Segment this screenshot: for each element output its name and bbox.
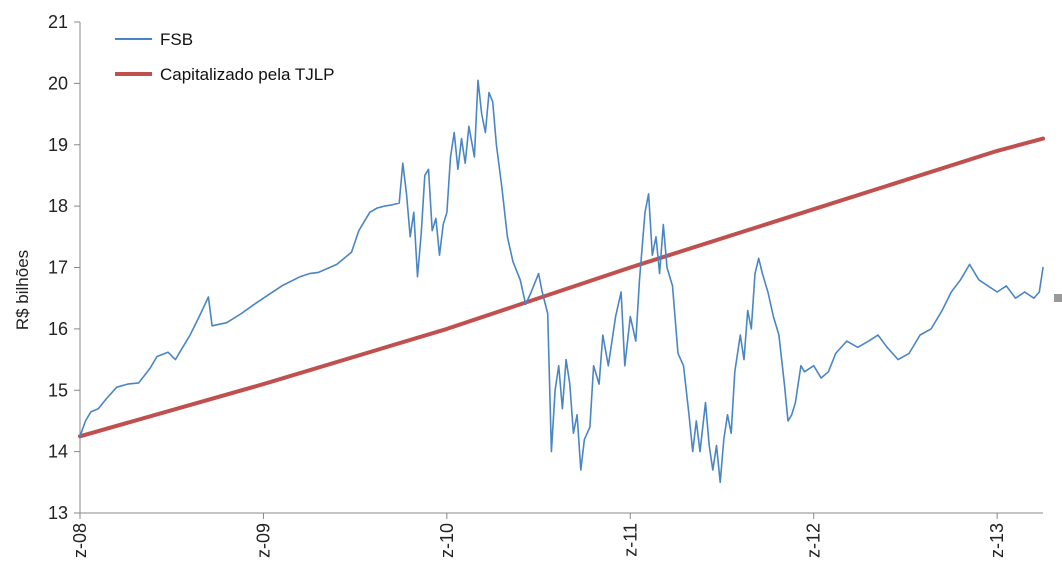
edge-marker: [1054, 294, 1062, 302]
y-tick-label: 20: [48, 73, 68, 93]
x-tick-label: z-08: [70, 523, 90, 558]
legend: FSB Capitalizado pela TJLP: [115, 30, 335, 84]
x-tick-label: z-11: [620, 523, 640, 557]
y-tick-label: 15: [48, 380, 68, 400]
y-tick-label: 16: [48, 319, 68, 339]
axes: 13 14 15 16 17 18 19 20 21 z-08 z-09 z-10 z-11 z-12 z-…: [48, 12, 1043, 558]
x-tick-label: z-12: [804, 523, 824, 558]
y-tick-label: 21: [48, 12, 68, 32]
legend-label-tjlp: Capitalizado pela TJLP: [160, 65, 335, 84]
y-tick-label: 14: [48, 442, 68, 462]
x-tick-label: z-13: [987, 523, 1007, 558]
series-line-tjlp: [78, 136, 1045, 439]
x-tick-label: z-10: [437, 523, 457, 558]
series-line-fsb: [79, 79, 1044, 484]
y-tick-label: 13: [48, 503, 68, 523]
x-tick-label: z-09: [253, 523, 273, 558]
series-layer: [78, 79, 1045, 484]
legend-label-fsb: FSB: [160, 30, 193, 49]
y-tick-label: 17: [48, 258, 68, 278]
y-tick-label: 18: [48, 196, 68, 216]
y-tick-label: 19: [48, 135, 68, 155]
y-axis-title: R$ bilhões: [13, 250, 32, 330]
